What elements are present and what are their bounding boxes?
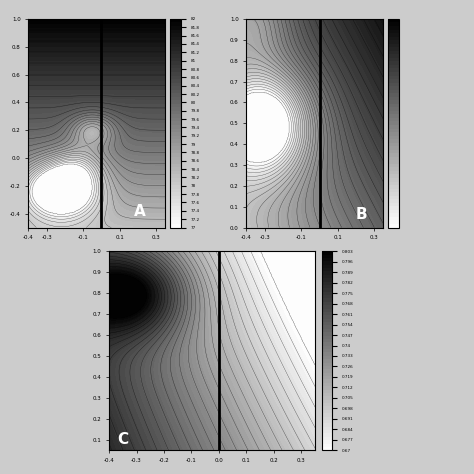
Text: A: A (134, 204, 146, 219)
Text: C: C (117, 432, 128, 447)
Text: B: B (356, 207, 368, 222)
